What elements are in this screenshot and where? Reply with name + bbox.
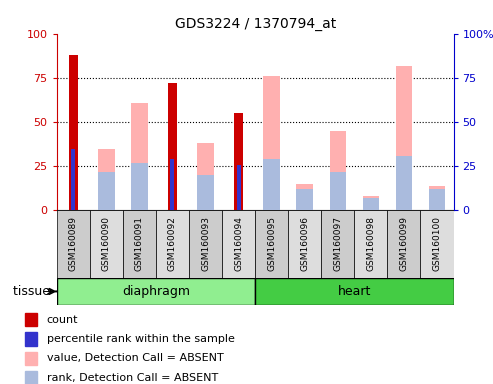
Text: GSM160091: GSM160091 bbox=[135, 216, 144, 271]
Text: rank, Detection Call = ABSENT: rank, Detection Call = ABSENT bbox=[47, 373, 218, 383]
Bar bbox=[429, 186, 445, 210]
Text: GSM160092: GSM160092 bbox=[168, 216, 177, 271]
Bar bbox=[189, 210, 222, 278]
Text: heart: heart bbox=[338, 285, 371, 298]
Bar bbox=[71, 149, 75, 210]
Bar bbox=[57, 210, 90, 278]
Text: GSM160090: GSM160090 bbox=[102, 216, 111, 271]
Bar bbox=[123, 210, 156, 278]
Text: value, Detection Call = ABSENT: value, Detection Call = ABSENT bbox=[47, 353, 224, 363]
Bar bbox=[69, 55, 78, 210]
Bar bbox=[296, 189, 313, 210]
Bar bbox=[329, 131, 346, 210]
Bar bbox=[156, 210, 189, 278]
Bar bbox=[396, 66, 412, 210]
Bar bbox=[396, 156, 412, 210]
Text: count: count bbox=[47, 314, 78, 324]
Bar bbox=[131, 103, 147, 210]
Text: GSM160098: GSM160098 bbox=[366, 216, 375, 271]
Bar bbox=[25, 332, 37, 346]
Bar bbox=[237, 164, 241, 210]
Bar bbox=[25, 352, 37, 365]
Text: GSM160093: GSM160093 bbox=[201, 216, 210, 271]
Text: GSM160089: GSM160089 bbox=[69, 216, 78, 271]
Bar bbox=[98, 172, 114, 210]
Bar bbox=[429, 189, 445, 210]
Bar bbox=[57, 278, 255, 305]
Text: percentile rank within the sample: percentile rank within the sample bbox=[47, 334, 235, 344]
Text: GSM160099: GSM160099 bbox=[399, 216, 409, 271]
Bar bbox=[197, 143, 214, 210]
Bar bbox=[255, 278, 454, 305]
Bar bbox=[387, 210, 421, 278]
Bar bbox=[222, 210, 255, 278]
Text: tissue: tissue bbox=[13, 285, 54, 298]
Bar bbox=[25, 313, 37, 326]
Bar bbox=[171, 159, 175, 210]
Text: GSM160096: GSM160096 bbox=[300, 216, 309, 271]
Bar bbox=[234, 113, 243, 210]
Text: GSM160095: GSM160095 bbox=[267, 216, 276, 271]
Bar bbox=[329, 172, 346, 210]
Bar bbox=[90, 210, 123, 278]
Bar bbox=[255, 210, 288, 278]
Bar bbox=[321, 210, 354, 278]
Bar bbox=[288, 210, 321, 278]
Bar bbox=[363, 196, 379, 210]
Bar bbox=[25, 371, 37, 384]
Bar bbox=[354, 210, 387, 278]
Text: GSM160097: GSM160097 bbox=[333, 216, 342, 271]
Bar bbox=[421, 210, 454, 278]
Bar bbox=[263, 76, 280, 210]
Bar bbox=[98, 149, 114, 210]
Bar bbox=[296, 184, 313, 210]
Bar bbox=[168, 83, 177, 210]
Bar bbox=[131, 163, 147, 210]
Bar bbox=[263, 159, 280, 210]
Text: GSM160100: GSM160100 bbox=[432, 216, 442, 271]
Bar bbox=[363, 198, 379, 210]
Title: GDS3224 / 1370794_at: GDS3224 / 1370794_at bbox=[175, 17, 336, 31]
Text: GSM160094: GSM160094 bbox=[234, 216, 243, 271]
Text: diaphragm: diaphragm bbox=[122, 285, 190, 298]
Bar bbox=[197, 175, 214, 210]
